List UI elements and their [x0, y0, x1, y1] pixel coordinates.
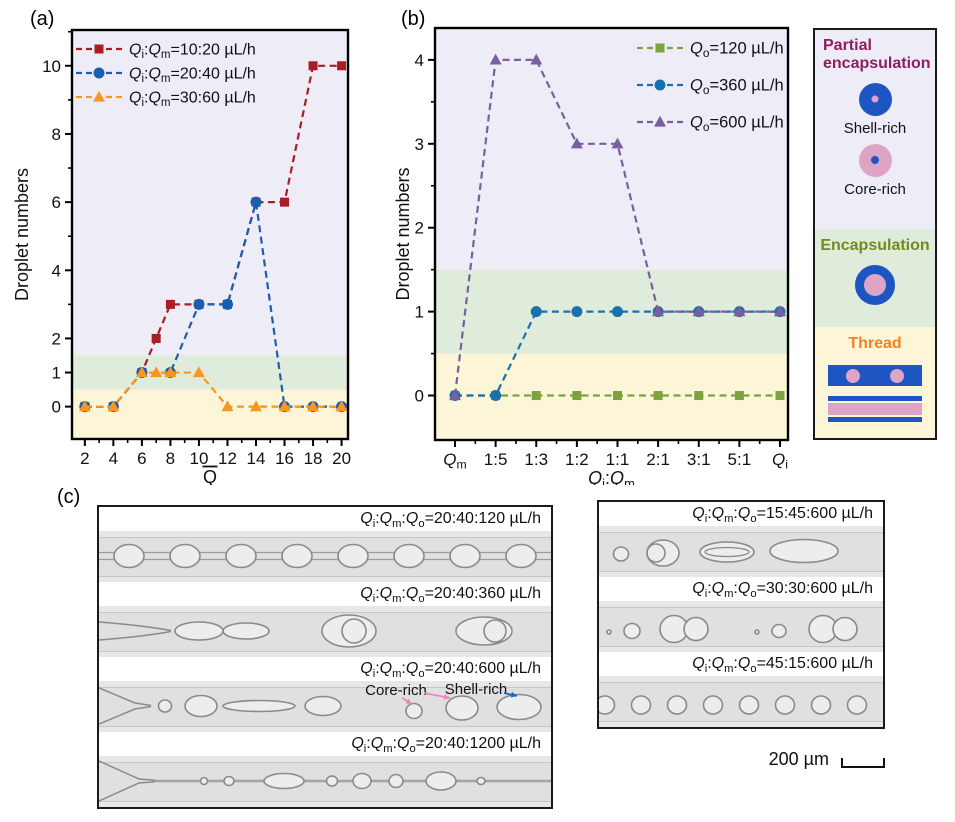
svg-text:6: 6 [137, 449, 146, 468]
micrograph-label: Qi:Qm:Qo=15:45:600 µL/h [599, 502, 883, 526]
x-axis: 2 4 6 8 10 12 14 16 18 20 [80, 439, 351, 468]
thread-with-cores-icon [828, 365, 922, 387]
svg-text:14: 14 [247, 449, 266, 468]
svg-text:1: 1 [415, 303, 424, 322]
micrograph-strip-uniform-drops [599, 676, 883, 727]
core-shell-droplet-icon [855, 265, 895, 306]
scale-bar [841, 758, 885, 768]
svg-text:Droplet numbers: Droplet numbers [395, 167, 413, 300]
plot-frame [70, 28, 350, 441]
encapsulation-section: Encapsulation [815, 229, 935, 327]
micrograph-panel-right: Qi:Qm:Qo=15:45:600 µL/h Qi:Qm:Qo=30:30:60… [597, 500, 885, 729]
svg-text:16: 16 [275, 449, 294, 468]
thread-section: Thread [815, 327, 935, 438]
svg-text:Shell-rich: Shell-rich [445, 681, 508, 698]
svg-text:1:2: 1:2 [565, 450, 589, 469]
svg-text:1: 1 [52, 364, 61, 383]
partial-encapsulation-section: Partial encapsulation Shell-rich Core-ri… [815, 30, 935, 229]
svg-text:2: 2 [415, 219, 424, 238]
svg-text:Qi:Qm=10:20 µL/h: Qi:Qm=10:20 µL/h [129, 42, 256, 62]
svg-text:Qm: Qm [443, 450, 466, 472]
thread-layers-icon [828, 396, 922, 423]
svg-text:8: 8 [52, 125, 61, 144]
micrograph-strip-thread-beads [99, 531, 551, 582]
micrograph-label: Qi:Qm:Qo=20:40:1200 µL/h [99, 732, 551, 756]
svg-text:1:1: 1:1 [606, 450, 630, 469]
thread-title: Thread [848, 335, 902, 352]
svg-text:Qi: Qi [772, 450, 788, 472]
svg-text:Qi:Qm=30:60 µL/h: Qi:Qm=30:60 µL/h [129, 90, 256, 110]
regime-legend-panel: Partial encapsulation Shell-rich Core-ri… [813, 28, 937, 440]
svg-text:1:3: 1:3 [524, 450, 548, 469]
svg-text:4: 4 [109, 449, 118, 468]
core-rich-droplet-icon [858, 143, 892, 177]
shell-rich-label: Shell-rich [843, 119, 907, 137]
svg-text:0: 0 [415, 387, 424, 406]
partial-encapsulation-title: Partial encapsulation [823, 37, 931, 73]
svg-text:20: 20 [332, 449, 351, 468]
core-rich-label: Core-rich [844, 180, 906, 198]
svg-text:4: 4 [52, 261, 61, 280]
svg-text:Qo=600 µL/h: Qo=600 µL/h [690, 114, 784, 135]
scale-bar-group: 200 µm [725, 750, 885, 768]
svg-text:Qi:Qm: Qi:Qm [588, 468, 635, 485]
plot-frame [433, 26, 790, 442]
droplet-numbers-vs-flow-ratio-chart: Qm 1:5 1:3 1:2 1:1 2:1 3:1 5:1 Qi 0 1 2 3 4 Droplet nu… [395, 26, 790, 485]
y-axis: 0 1 2 3 4 [415, 51, 435, 406]
svg-text:6: 6 [52, 193, 61, 212]
svg-text:Q: Q [203, 467, 217, 485]
svg-text:2: 2 [52, 329, 61, 348]
micrograph-panel-left: Qi:Qm:Qo=20:40:120 µL/h Qi:Qm:Qo=20:40:36… [97, 505, 553, 809]
series-2 [449, 53, 786, 401]
regime-band [435, 28, 788, 270]
y-axis: 0 1 2 4 6 8 10 [42, 30, 72, 417]
svg-text:3: 3 [415, 135, 424, 154]
svg-text:5:1: 5:1 [728, 450, 752, 469]
micrograph-label: Qi:Qm:Qo=20:40:360 µL/h [99, 582, 551, 606]
micrograph-strip-mixed-plugs [599, 526, 883, 577]
svg-text:Qo=360 µL/h: Qo=360 µL/h [690, 77, 784, 98]
micrograph-strip-long-jet [99, 756, 551, 807]
chart-legend: Qo=120 µL/h Qo=360 µL/h Qo=600 µL/h [637, 40, 784, 135]
svg-text:0: 0 [52, 398, 61, 417]
svg-text:2:1: 2:1 [646, 450, 670, 469]
svg-text:Core-rich: Core-rich [365, 682, 427, 699]
micrograph-strip-doublets [599, 601, 883, 652]
micrograph-label: Qi:Qm:Qo=45:15:600 µL/h [599, 652, 883, 676]
svg-text:8: 8 [166, 449, 175, 468]
micrograph-strip-jet-droplets: Core-rich Shell-rich [99, 681, 551, 732]
micrograph-label: Qi:Qm:Qo=20:40:120 µL/h [99, 507, 551, 531]
panel-a-label: (a) [30, 8, 55, 30]
svg-text:Droplet numbers: Droplet numbers [12, 168, 32, 301]
svg-text:Qo=120 µL/h: Qo=120 µL/h [690, 40, 784, 61]
encapsulation-title: Encapsulation [820, 237, 930, 254]
svg-text:10: 10 [189, 449, 208, 468]
svg-text:Qi:Qm=20:40 µL/h: Qi:Qm=20:40 µL/h [129, 66, 256, 86]
svg-text:18: 18 [304, 449, 323, 468]
panel-b-label: (b) [401, 8, 426, 30]
svg-text:10: 10 [42, 57, 61, 76]
svg-text:4: 4 [415, 51, 424, 70]
series-2 [78, 366, 348, 412]
chart-legend: Qi:Qm=10:20 µL/h Qi:Qm=20:40 µL/h Qi:Qm=30… [76, 42, 256, 110]
panel-c-label: (c) [57, 486, 81, 508]
svg-text:12: 12 [218, 449, 237, 468]
regime-band [72, 389, 348, 439]
shell-rich-droplet-icon [858, 82, 892, 116]
svg-text:3:1: 3:1 [687, 450, 711, 469]
regime-band [72, 30, 348, 356]
micrograph-strip-neck-plugs [99, 606, 551, 657]
micrograph-label: Qi:Qm:Qo=30:30:600 µL/h [599, 577, 883, 601]
micrograph-label: Qi:Qm:Qo=20:40:600 µL/h [99, 657, 551, 681]
regime-band [72, 355, 348, 390]
scale-bar-label: 200 µm [768, 749, 829, 769]
svg-text:1:5: 1:5 [484, 450, 508, 469]
x-axis: Qm 1:5 1:3 1:2 1:1 2:1 3:1 5:1 Qi [443, 440, 788, 472]
svg-text:2: 2 [80, 449, 89, 468]
